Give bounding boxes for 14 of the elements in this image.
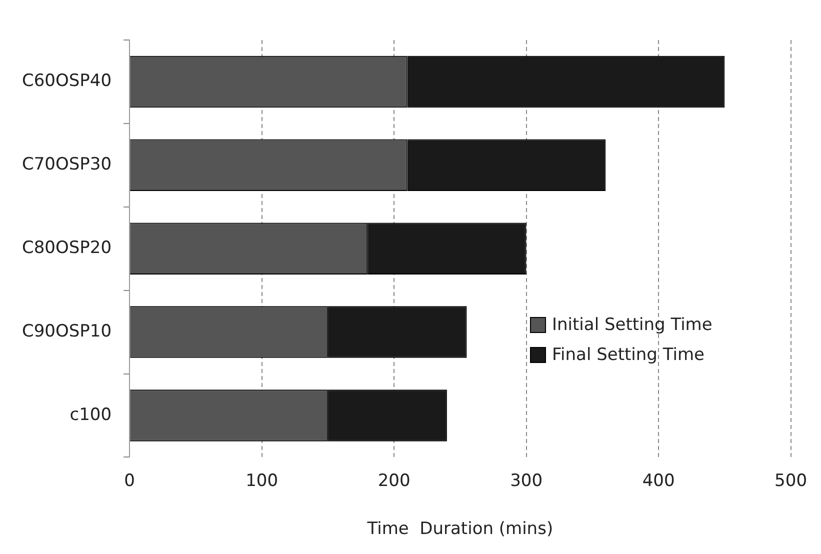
x-tick-label: 300 bbox=[510, 470, 543, 491]
legend-label: Initial Setting Time bbox=[552, 315, 712, 335]
y-tick-label: C80OSP20 bbox=[22, 238, 112, 258]
x-tick-label: 400 bbox=[642, 470, 675, 491]
y-tick-label: C60OSP40 bbox=[22, 71, 112, 92]
x-axis-title: Time Duration (mins) bbox=[366, 519, 554, 540]
legend-label: Final Setting Time bbox=[552, 345, 704, 365]
x-tick-label: 500 bbox=[774, 470, 808, 491]
x-tick-label: 200 bbox=[378, 470, 410, 491]
x-tick-label: 0 bbox=[124, 470, 135, 491]
y-tick-label: C90OSP10 bbox=[22, 321, 112, 342]
x-tick-label: 100 bbox=[246, 470, 278, 491]
y-tick-label: C70OSP30 bbox=[22, 154, 112, 175]
y-tick-label: c100 bbox=[70, 404, 112, 425]
